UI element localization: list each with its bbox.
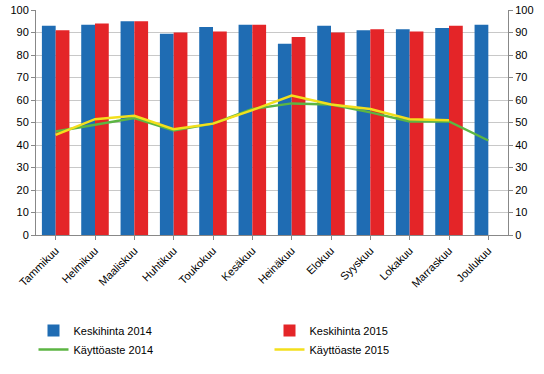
svg-text:10: 10 (17, 206, 29, 218)
svg-text:80: 80 (17, 49, 29, 61)
svg-text:100: 100 (10, 4, 28, 16)
svg-text:20: 20 (17, 184, 29, 196)
svg-text:30: 30 (17, 161, 29, 173)
svg-text:60: 60 (515, 94, 527, 106)
svg-text:Keskihinta 2015: Keskihinta 2015 (310, 325, 388, 337)
svg-text:60: 60 (17, 94, 29, 106)
svg-text:Syyskuu: Syyskuu (338, 245, 376, 283)
svg-text:70: 70 (515, 71, 527, 83)
svg-text:Keskihinta 2014: Keskihinta 2014 (74, 325, 152, 337)
svg-text:Elokuu: Elokuu (304, 245, 336, 277)
svg-text:Joulukuu: Joulukuu (454, 245, 494, 285)
svg-text:0: 0 (23, 229, 29, 241)
svg-text:10: 10 (515, 206, 527, 218)
svg-text:Käyttöaste 2014: Käyttöaste 2014 (74, 344, 154, 356)
svg-text:50: 50 (17, 116, 29, 128)
svg-text:100: 100 (515, 4, 533, 16)
svg-text:90: 90 (515, 26, 527, 38)
svg-text:Kesäkuu: Kesäkuu (219, 245, 258, 284)
svg-text:Tammikuu: Tammikuu (17, 245, 61, 289)
svg-text:Lokakuu: Lokakuu (377, 245, 415, 283)
svg-text:Helmikuu: Helmikuu (59, 245, 100, 286)
svg-text:Toukokuu: Toukokuu (177, 245, 219, 287)
svg-text:30: 30 (515, 161, 527, 173)
svg-text:40: 40 (17, 139, 29, 151)
svg-text:Maaliskuu: Maaliskuu (96, 245, 140, 289)
svg-text:20: 20 (515, 184, 527, 196)
svg-text:80: 80 (515, 49, 527, 61)
svg-text:Heinäkuu: Heinäkuu (256, 245, 297, 286)
svg-text:Marraskuu: Marraskuu (409, 245, 454, 290)
svg-text:Käyttöaste 2015: Käyttöaste 2015 (310, 344, 390, 356)
svg-text:50: 50 (515, 116, 527, 128)
svg-text:Huhtikuu: Huhtikuu (140, 245, 179, 284)
svg-text:70: 70 (17, 71, 29, 83)
svg-text:40: 40 (515, 139, 527, 151)
svg-text:0: 0 (515, 229, 521, 241)
svg-text:90: 90 (17, 26, 29, 38)
